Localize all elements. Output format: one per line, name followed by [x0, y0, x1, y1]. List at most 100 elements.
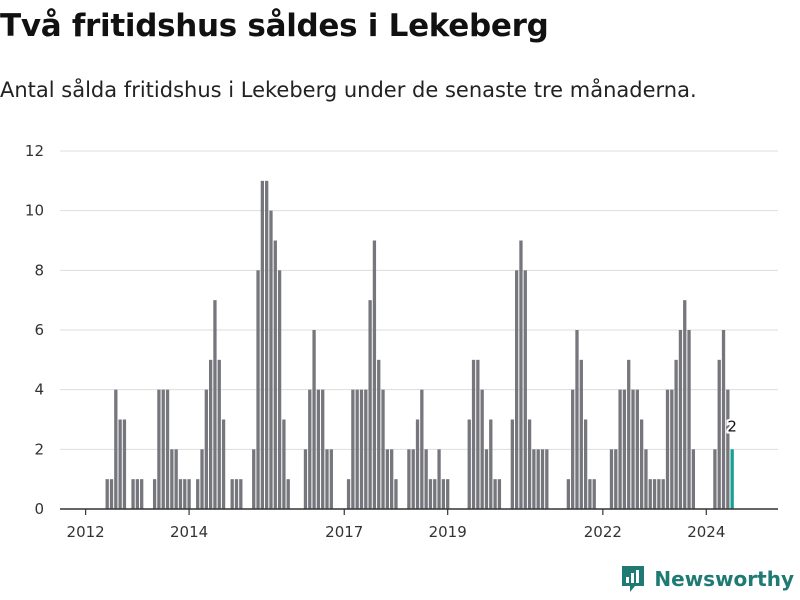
bar — [635, 389, 639, 509]
bar — [152, 479, 157, 509]
x-tick-label: 2017 — [325, 523, 363, 541]
bar — [665, 389, 670, 509]
bar — [588, 479, 592, 509]
bar — [721, 330, 726, 509]
bar — [678, 330, 683, 509]
x-tick-label: 2024 — [687, 523, 725, 541]
bar — [691, 449, 696, 509]
bar — [273, 240, 277, 509]
bar — [437, 449, 441, 509]
bar — [407, 449, 411, 509]
bar — [446, 479, 450, 509]
bar — [657, 479, 661, 509]
bar — [592, 479, 596, 509]
bar — [213, 300, 217, 509]
bar — [415, 419, 420, 509]
bar — [652, 479, 657, 509]
bar — [622, 389, 627, 509]
bar — [713, 449, 717, 509]
bar — [687, 330, 691, 509]
bar — [390, 449, 394, 509]
bar — [545, 449, 549, 509]
bar — [670, 389, 674, 509]
bar — [303, 449, 308, 509]
bar — [109, 479, 114, 509]
x-tick-label: 2022 — [584, 523, 622, 541]
bar — [372, 240, 377, 509]
y-tick-label: 6 — [34, 321, 44, 339]
bar — [282, 419, 286, 509]
bar — [265, 180, 269, 510]
bar — [523, 270, 527, 509]
bar — [476, 359, 480, 509]
bar — [484, 449, 489, 509]
bar — [497, 479, 502, 509]
bar — [359, 389, 364, 509]
bar — [234, 479, 239, 509]
bar — [183, 479, 187, 509]
bar — [230, 479, 234, 509]
bar — [161, 389, 165, 509]
bar — [648, 479, 652, 509]
bar — [105, 479, 109, 509]
bar — [286, 479, 290, 509]
bar — [135, 479, 140, 509]
bar — [118, 419, 122, 509]
bar — [394, 479, 398, 509]
bar — [519, 240, 523, 509]
x-tick-label: 2012 — [67, 523, 105, 541]
bar — [269, 210, 273, 509]
bar — [583, 419, 588, 509]
bar — [627, 359, 631, 509]
bar — [200, 449, 204, 509]
bar — [260, 180, 265, 510]
bar — [532, 449, 536, 509]
bar — [428, 479, 433, 509]
bar — [480, 389, 484, 509]
brand-name: Newsworthy — [654, 567, 794, 591]
y-tick-label: 8 — [34, 261, 44, 279]
bar — [239, 479, 243, 509]
bar — [277, 270, 282, 509]
bar — [325, 449, 329, 509]
bar — [329, 449, 333, 509]
bar — [196, 479, 200, 509]
x-tick-label: 2014 — [170, 523, 208, 541]
bar — [489, 419, 493, 509]
bar — [187, 479, 191, 509]
bar — [674, 359, 678, 509]
bar — [114, 389, 118, 509]
y-tick-label: 12 — [25, 142, 44, 160]
bar — [204, 389, 208, 509]
chart-subtitle: Antal sålda fritidshus i Lekeberg under … — [0, 78, 697, 102]
y-tick-label: 4 — [34, 381, 44, 399]
bar — [618, 389, 622, 509]
bar — [174, 449, 178, 509]
bar — [312, 330, 316, 509]
newsworthy-icon — [622, 566, 645, 592]
bar — [661, 479, 665, 509]
bar — [321, 389, 325, 509]
bar — [364, 389, 368, 509]
bar — [614, 449, 618, 509]
bar — [140, 479, 144, 509]
bar — [355, 389, 359, 509]
data-label: 2 — [727, 417, 737, 435]
bar — [575, 330, 579, 509]
bar — [381, 389, 385, 509]
bar — [566, 479, 571, 509]
bar — [726, 389, 730, 509]
bar — [308, 389, 312, 509]
bar — [644, 449, 648, 509]
bar — [609, 449, 614, 509]
bar — [316, 389, 321, 509]
bar — [256, 270, 260, 509]
y-tick-label: 10 — [25, 202, 44, 220]
bar — [170, 449, 174, 509]
bar — [515, 270, 519, 509]
y-tick-label: 0 — [34, 500, 44, 518]
bar — [221, 419, 226, 509]
bar — [252, 449, 256, 509]
bar — [730, 449, 734, 509]
